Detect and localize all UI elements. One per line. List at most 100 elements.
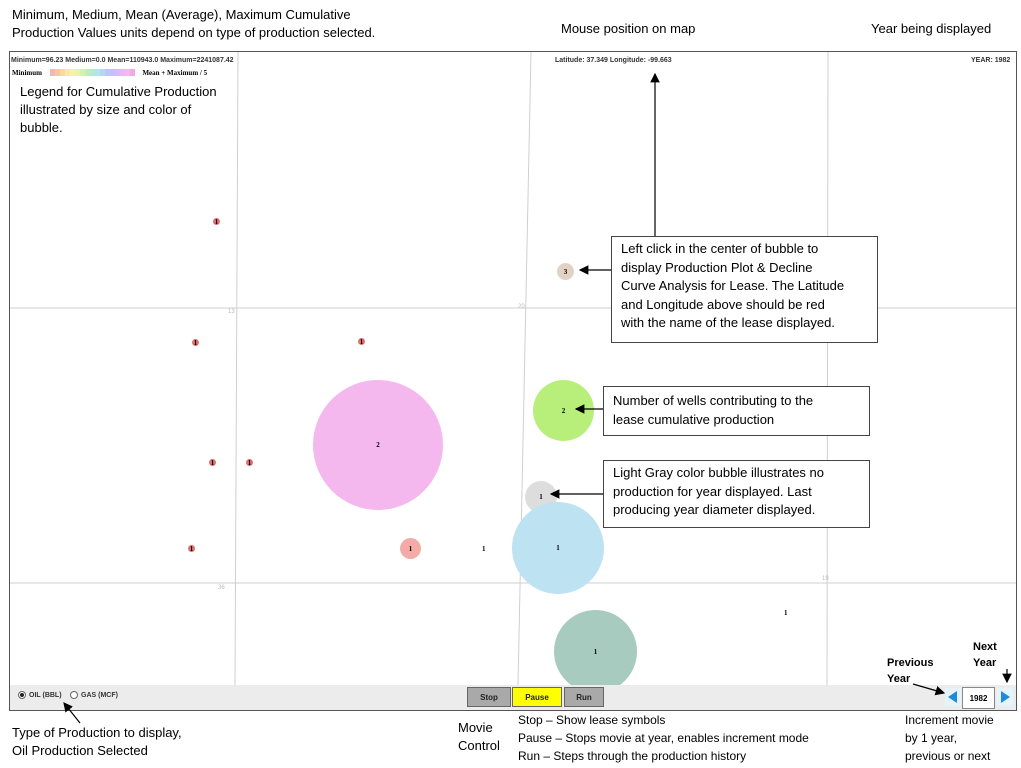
map-area[interactable]: 13 20 36 19 Minimum=96.23 Medium=0.0 Mea… [10, 52, 1016, 693]
legend-swatch [49, 69, 55, 76]
annotation-line: Increment movie [905, 713, 994, 727]
legend-swatch [114, 69, 120, 76]
increment-annotation: Increment movie by 1 year, previous or n… [905, 711, 994, 765]
annotation-line: Year [887, 673, 911, 685]
bubble-well-count: 1 [556, 544, 560, 552]
map-grid: 13 20 36 19 [10, 52, 1016, 685]
legend-swatch [69, 69, 75, 76]
bubble-well-count: 1 [189, 544, 194, 553]
legend-swatch [129, 69, 135, 76]
previous-year-annotation: Previous Year [887, 655, 933, 687]
gray-bubble-callout: Light Gray color bubble illustrates no p… [603, 460, 870, 528]
annotation-line: Control [458, 738, 500, 753]
lease-symbol[interactable]: 1 [784, 609, 788, 617]
legend-swatch [64, 69, 70, 76]
bubble-well-count: 2 [376, 441, 380, 449]
annotation-line: Next [973, 641, 997, 653]
lease-bubble[interactable]: 1 [209, 459, 216, 467]
legend-annotation-line: illustrated by size and color of [20, 102, 192, 117]
coordinates-readout: Latitude: 37.349 Longitude: -99.663 [555, 57, 672, 64]
lease-bubble[interactable]: 3 [557, 263, 574, 280]
wells-callout: Number of wells contributing to the leas… [603, 386, 870, 436]
legend-annotation-line: Legend for Cumulative Production [20, 84, 217, 99]
oil-radio[interactable]: OIL (BBL) [18, 691, 62, 699]
lease-symbol[interactable]: 1 [482, 545, 486, 553]
bubble-well-count: 1 [359, 337, 364, 346]
lease-bubble[interactable]: 1 [512, 502, 604, 594]
lease-bubble[interactable]: 1 [188, 544, 195, 553]
lease-bubble[interactable]: 1 [246, 458, 253, 467]
legend-swatch [59, 69, 65, 76]
bubble-well-count: 1 [193, 338, 198, 347]
callout-line: Curve Analysis for Lease. The Latitude [621, 278, 845, 293]
annotation-line: Movie [458, 720, 493, 735]
callout-line: with the name of the lease displayed. [621, 315, 835, 330]
grid-label: 19 [822, 576, 829, 582]
callout-line: producing year diameter displayed. [613, 502, 816, 517]
grid-label: 36 [218, 585, 225, 591]
legend-annotation-line: bubble. [20, 120, 63, 135]
legend-swatch [119, 69, 125, 76]
year-readout: YEAR: 1982 [971, 57, 1011, 64]
bubble-well-count: 1 [593, 647, 598, 656]
lease-bubble[interactable]: 1 [192, 338, 199, 347]
bubble-well-count: 1 [539, 493, 543, 501]
movie-buttons-annotation: Stop – Show lease symbols Pause – Stops … [518, 711, 809, 765]
radio-selected-icon [18, 691, 26, 699]
grid-label: 13 [228, 309, 235, 315]
gas-radio-label: GAS (MCF) [81, 691, 118, 699]
annotation-line: Pause – Stops movie at year, enables inc… [518, 731, 809, 745]
annotation-line: Type of Production to display, [12, 725, 182, 740]
legend-min-label: Minimum [12, 69, 42, 78]
stats-annotation-line: Minimum, Medium, Mean (Average), Maximum… [12, 7, 351, 22]
annotation-line: Year [973, 657, 997, 669]
color-legend: Minimum Mean + Maximum / 5 [12, 69, 207, 78]
gas-radio[interactable]: GAS (MCF) [70, 691, 118, 699]
lease-bubble[interactable]: 2 [533, 380, 594, 441]
annotation-line: Oil Production Selected [12, 743, 148, 758]
oil-radio-label: OIL (BBL) [29, 691, 62, 699]
grid-label: 20 [518, 304, 525, 310]
legend-annotation: Legend for Cumulative Production illustr… [20, 83, 217, 137]
legend-swatch [109, 69, 115, 76]
lease-bubble[interactable]: 1 [213, 217, 220, 226]
legend-swatch [79, 69, 85, 76]
legend-swatch [99, 69, 105, 76]
lease-bubble[interactable]: 1 [358, 337, 365, 346]
stop-button[interactable]: Stop [467, 687, 511, 707]
legend-swatch [84, 69, 90, 76]
run-button[interactable]: Run [564, 687, 604, 707]
pause-button[interactable]: Pause [512, 687, 562, 707]
annotation-line: Stop – Show lease symbols [518, 713, 666, 727]
annotation-line: Run – Steps through the production histo… [518, 749, 747, 763]
legend-swatch [89, 69, 95, 76]
next-year-annotation: Next Year [973, 639, 997, 671]
bubble-well-count: 2 [561, 406, 566, 415]
callout-line: Left click in the center of bubble to [621, 241, 819, 256]
lease-bubble[interactable]: 1 [554, 610, 637, 693]
annotation-line: Previous [887, 657, 934, 669]
bubble-well-count: 3 [563, 267, 568, 276]
arrow-left-icon [945, 688, 961, 706]
legend-swatch [124, 69, 130, 76]
annotation-line: previous or next [905, 749, 991, 763]
legend-swatch [94, 69, 100, 76]
legend-swatch [54, 69, 60, 76]
previous-year-button[interactable] [944, 687, 962, 707]
legend-swatch [104, 69, 110, 76]
callout-line: Number of wells contributing to the [613, 393, 814, 408]
next-year-button[interactable] [996, 687, 1014, 707]
year-field[interactable]: 1982 [962, 687, 995, 709]
legend-swatches [49, 69, 135, 78]
stats-readout: Minimum=96.23 Medium=0.0 Mean=110943.0 M… [11, 57, 234, 64]
callout-line: and Longitude above should be red [621, 296, 825, 312]
bubble-well-count: 1 [214, 217, 219, 226]
lease-bubble[interactable]: 2 [313, 380, 443, 510]
year-annotation: Year being displayed [871, 21, 992, 36]
map-panel[interactable]: 13 20 36 19 Minimum=96.23 Medium=0.0 Mea… [9, 51, 1017, 711]
legend-max-label: Mean + Maximum / 5 [142, 69, 208, 78]
bubble-well-count: 1 [247, 458, 252, 467]
stats-annotation: Minimum, Medium, Mean (Average), Maximum… [12, 6, 375, 42]
production-type-annotation: Type of Production to display, Oil Produ… [12, 724, 182, 760]
lease-bubble[interactable]: 1 [400, 538, 421, 559]
